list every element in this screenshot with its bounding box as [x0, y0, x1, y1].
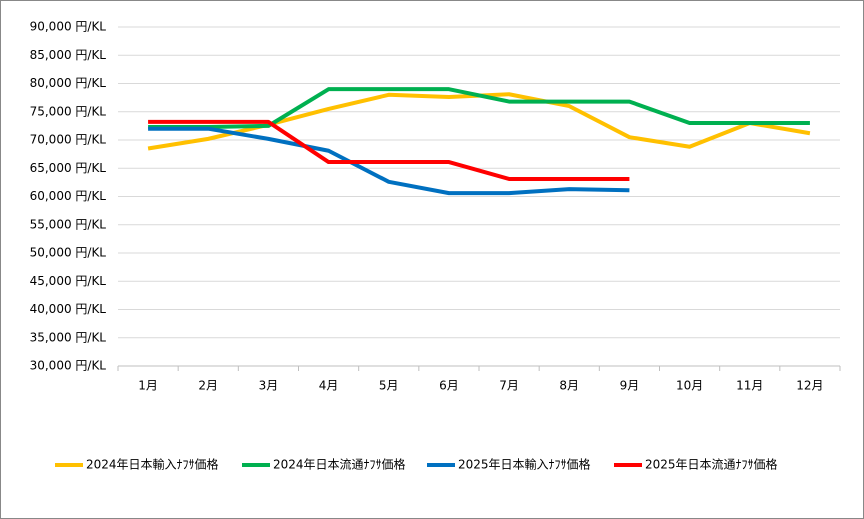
y-tick-label: 65,000 円/KL — [30, 161, 107, 175]
legend-label: 2025年日本流通ﾅﾌｻ価格 — [645, 457, 778, 472]
x-tick-label: 8月 — [559, 379, 579, 393]
x-tick-label: 9月 — [620, 379, 640, 393]
x-tick-label: 7月 — [499, 379, 519, 393]
legend-label: 2024年日本輸入ﾅﾌｻ価格 — [86, 457, 219, 472]
legend-label: 2025年日本輸入ﾅﾌｻ価格 — [458, 457, 591, 472]
y-tick-label: 55,000 円/KL — [30, 217, 107, 231]
x-tick-label: 11月 — [736, 379, 763, 393]
y-tick-label: 40,000 円/KL — [30, 302, 107, 316]
y-tick-label: 85,000 円/KL — [30, 48, 107, 62]
y-tick-label: 35,000 円/KL — [30, 330, 107, 344]
y-tick-label: 60,000 円/KL — [30, 189, 107, 203]
y-tick-label: 50,000 円/KL — [30, 246, 107, 260]
x-tick-label: 5月 — [379, 379, 399, 393]
y-tick-label: 70,000 円/KL — [30, 133, 107, 147]
x-tick-label: 1月 — [138, 379, 158, 393]
legend-label: 2024年日本流通ﾅﾌｻ価格 — [273, 457, 406, 472]
y-tick-label: 75,000 円/KL — [30, 104, 107, 118]
x-tick-label: 12月 — [796, 379, 823, 393]
y-tick-label: 90,000 円/KL — [30, 20, 107, 34]
series-line — [148, 126, 630, 196]
x-tick-label: 6月 — [439, 379, 459, 393]
y-tick-label: 30,000 円/KL — [30, 359, 107, 373]
y-tick-label: 80,000 円/KL — [30, 76, 107, 90]
x-tick-label: 2月 — [198, 379, 218, 393]
x-tick-label: 4月 — [319, 379, 339, 393]
series-line — [148, 87, 810, 130]
series-line — [148, 119, 630, 181]
x-tick-label: 3月 — [259, 379, 279, 393]
y-tick-label: 45,000 円/KL — [30, 274, 107, 288]
x-tick-label: 10月 — [676, 379, 703, 393]
